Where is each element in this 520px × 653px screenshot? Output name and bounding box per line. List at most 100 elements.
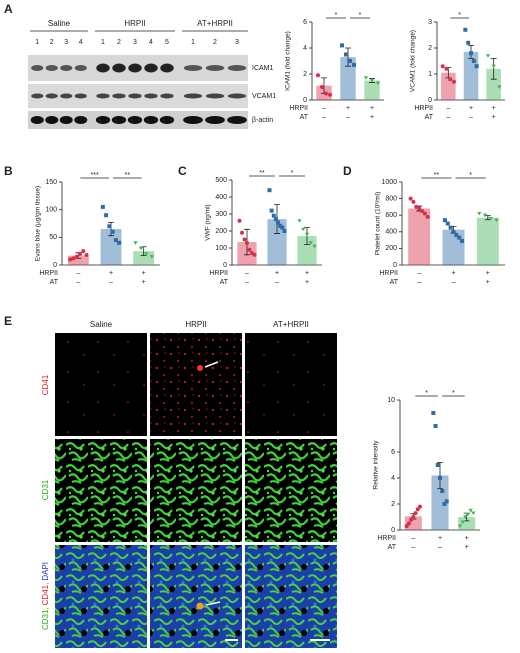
data-point [420, 209, 425, 214]
condition-mark: – [417, 279, 421, 286]
significance-label: *** [91, 172, 99, 179]
band [160, 93, 174, 99]
condition-label: AT [300, 114, 309, 121]
bar [442, 229, 465, 265]
data-point [348, 59, 352, 63]
condition-mark: + [370, 105, 374, 112]
row-label-part: CD41 [41, 374, 50, 395]
data-point [328, 92, 332, 97]
data-point [460, 520, 465, 525]
bar [340, 57, 356, 100]
condition-mark: – [76, 279, 80, 286]
data-point [110, 229, 115, 234]
y-tick-label: 300 [215, 211, 227, 218]
condition-label: AT [390, 279, 399, 286]
bar [67, 255, 89, 265]
group-label: Saline [48, 19, 71, 28]
condition-mark: + [465, 544, 469, 551]
data-point [460, 238, 465, 243]
condition-mark: – [109, 279, 113, 286]
significance-label: * [469, 172, 472, 179]
data-point [482, 213, 488, 218]
band [96, 93, 110, 99]
condition-mark: + [486, 270, 490, 277]
condition-mark: – [446, 105, 450, 112]
bar [364, 80, 380, 100]
y-tick-label: 6 [391, 449, 395, 456]
band [60, 93, 73, 99]
significance-label: ** [259, 170, 265, 177]
lane-label: 2 [50, 39, 54, 46]
y-axis-label: Platelet count (10³/ml) [375, 192, 382, 256]
bar [133, 251, 155, 265]
y-tick-label: 0 [393, 262, 397, 269]
data-point [242, 237, 247, 242]
data-point [267, 188, 272, 193]
band [45, 116, 59, 124]
row-label: CD41 [41, 374, 50, 395]
data-point [133, 241, 138, 245]
data-point [463, 27, 468, 32]
data-point [352, 62, 356, 67]
error-bar [490, 58, 497, 80]
y-tick-label: 4 [303, 45, 307, 52]
data-point [269, 208, 274, 213]
data-point [477, 211, 482, 216]
platelet-aggregate [196, 602, 204, 610]
data-point [304, 232, 310, 237]
bar [100, 229, 122, 265]
panel-letter: A [4, 2, 13, 16]
arrow [204, 361, 219, 368]
data-point [444, 66, 449, 71]
data-point [465, 512, 471, 517]
band [59, 116, 73, 124]
y-tick-label: 2 [428, 45, 432, 52]
data-point [252, 252, 257, 257]
lane-label: 4 [79, 39, 83, 46]
data-point [411, 199, 416, 204]
data-point [247, 247, 252, 252]
y-tick-label: 6 [303, 19, 307, 26]
condition-mark: – [411, 535, 415, 542]
data-point [440, 64, 445, 69]
band [227, 116, 247, 124]
data-point [494, 218, 499, 223]
data-point [278, 223, 283, 228]
data-point [415, 507, 420, 512]
condition-mark: + [305, 279, 309, 286]
y-tick-label: 0 [428, 97, 432, 104]
data-point [320, 85, 324, 89]
y-tick-label: 50 [49, 234, 57, 241]
data-point [273, 217, 278, 222]
band [128, 93, 142, 99]
condition-mark: – [452, 279, 456, 286]
y-tick-label: 1 [428, 71, 432, 78]
condition-mark: + [438, 535, 442, 542]
band [227, 93, 247, 99]
micrograph [55, 439, 147, 542]
significance-label: ** [125, 172, 131, 179]
row-label: CD31 [41, 479, 50, 500]
condition-mark: + [305, 270, 309, 277]
condition-mark: + [465, 535, 469, 542]
data-point [448, 225, 453, 230]
row-label-part: CD41, [41, 583, 50, 606]
data-point [435, 463, 440, 467]
data-point [425, 214, 430, 219]
condition-label: AT [425, 114, 434, 121]
data-point [466, 40, 471, 45]
data-point [301, 227, 306, 232]
data-point [276, 220, 281, 225]
condition-label: HRPII [289, 105, 308, 112]
data-point [404, 524, 409, 529]
band [227, 65, 247, 71]
data-point [471, 511, 476, 516]
condition-mark: + [486, 279, 490, 286]
data-point [282, 229, 287, 233]
data-point [107, 224, 112, 229]
band [96, 63, 110, 73]
lane-label: 2 [213, 39, 217, 46]
condition-mark: + [370, 114, 374, 121]
condition-mark: – [275, 279, 279, 286]
